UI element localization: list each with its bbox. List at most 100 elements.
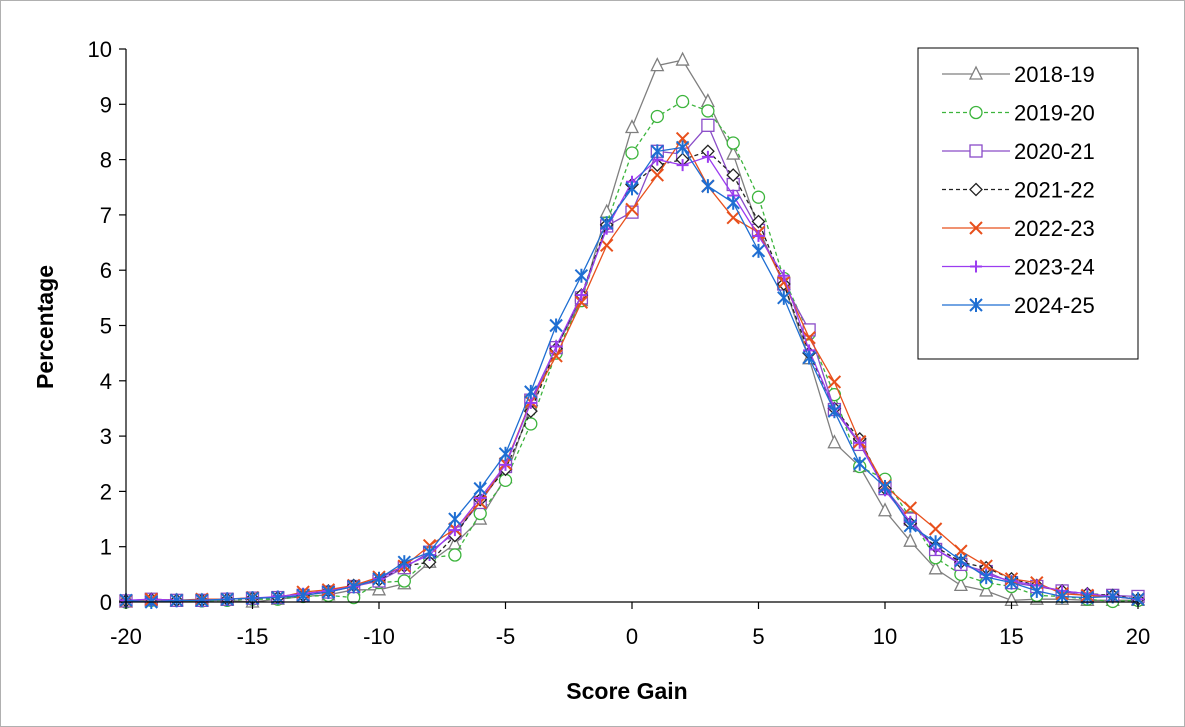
data-point [650, 144, 665, 159]
x-tick-label: -20 [110, 624, 142, 649]
legend-marker [968, 65, 984, 80]
legend-marker [969, 221, 983, 235]
x-tick-label: -15 [237, 624, 269, 649]
legend-box [917, 47, 1139, 360]
data-point [1055, 589, 1069, 604]
data-point [625, 146, 639, 160]
legend-label: 2020-21 [1014, 139, 1095, 164]
x-tick-label: 5 [752, 624, 764, 649]
legend-marker [969, 298, 983, 312]
data-point [776, 277, 791, 291]
data-point [448, 548, 462, 562]
data-point [979, 582, 994, 597]
data-point [574, 295, 589, 309]
legend-item-2019-20: 2019-20 [942, 101, 1095, 126]
data-point [903, 532, 918, 547]
data-point [625, 205, 639, 219]
x-tick-label: -5 [496, 624, 516, 649]
x-tick-label: 10 [873, 624, 897, 649]
data-point [853, 436, 866, 449]
data-point [751, 214, 766, 229]
data-point [701, 150, 714, 163]
data-point [802, 350, 816, 365]
data-point [675, 51, 690, 66]
data-point [397, 555, 412, 570]
data-point [903, 518, 918, 533]
data-point [473, 481, 487, 496]
data-point [372, 571, 386, 586]
data-point [448, 512, 462, 527]
data-point [751, 190, 766, 204]
data-point [777, 269, 790, 282]
legend-item-2020-21: 2020-21 [942, 139, 1095, 164]
legend-label: 2018-19 [1014, 62, 1095, 87]
data-point [675, 94, 690, 109]
data-point [751, 243, 766, 258]
legend-marker [970, 260, 982, 273]
data-point [574, 268, 589, 283]
legend-item-2023-24: 2023-24 [942, 255, 1095, 280]
data-point [953, 576, 968, 592]
data-point [752, 229, 765, 242]
data-point [422, 545, 437, 560]
legend-marker [969, 182, 983, 197]
data-point [726, 168, 741, 183]
data-point [650, 168, 665, 182]
legend-label: 2023-24 [1014, 255, 1095, 280]
data-point [827, 375, 842, 389]
data-point [928, 535, 943, 550]
data-point [676, 159, 689, 172]
data-point [1105, 589, 1120, 604]
legend-label: 2019-20 [1014, 101, 1095, 126]
y-tick-label: 3 [100, 424, 112, 449]
data-point [726, 136, 740, 150]
y-tick-label: 10 [88, 37, 112, 62]
data-point [979, 559, 993, 573]
series-2024-25 [119, 140, 1145, 609]
legend-item-2018-19: 2018-19 [942, 62, 1095, 87]
data-point [726, 195, 740, 210]
data-point [877, 502, 893, 517]
legend-label: 2021-22 [1014, 178, 1095, 203]
legend-label: 2024-25 [1014, 293, 1095, 318]
data-point [726, 210, 740, 225]
y-tick-label: 9 [100, 92, 112, 117]
data-point [928, 560, 943, 575]
y-tick-label: 7 [100, 203, 112, 228]
data-point [650, 57, 665, 72]
data-point [575, 289, 588, 302]
legend-item-2021-22: 2021-22 [942, 178, 1095, 203]
data-point [625, 202, 639, 217]
x-tick-label: 15 [999, 624, 1023, 649]
data-point [954, 553, 968, 568]
legend-marker [969, 144, 983, 158]
data-point [422, 555, 437, 570]
legend: 2018-19 2019-20 2020-21 2021-22 2022-23 2023-… [917, 47, 1139, 360]
data-point [1004, 575, 1019, 590]
y-tick-label: 8 [100, 148, 112, 173]
data-point [802, 323, 816, 337]
legend-item-2024-25: 2024-25 [942, 293, 1095, 318]
x-tick-label: 0 [626, 624, 638, 649]
data-point [903, 501, 918, 515]
data-point [1030, 583, 1044, 598]
data-point [701, 104, 715, 118]
data-point [726, 145, 741, 160]
data-point [827, 404, 842, 419]
axes: 0 1 2 3 4 5 6 7 8 9 10 -20 -15 -10 -5 0 5 10 15 20 [88, 37, 1151, 649]
y-tick-label: 1 [100, 535, 112, 560]
data-point [625, 181, 639, 196]
x-tick-label: -10 [363, 624, 395, 649]
data-point [802, 330, 816, 345]
legend-item-2022-23: 2022-23 [942, 216, 1095, 241]
data-point [599, 238, 614, 253]
data-point [624, 119, 640, 134]
data-point [346, 579, 361, 594]
data-point [524, 384, 538, 399]
data-point [195, 593, 209, 608]
data-point [701, 179, 715, 194]
data-point [397, 574, 411, 588]
data-point [852, 456, 867, 471]
data-point [928, 522, 943, 536]
